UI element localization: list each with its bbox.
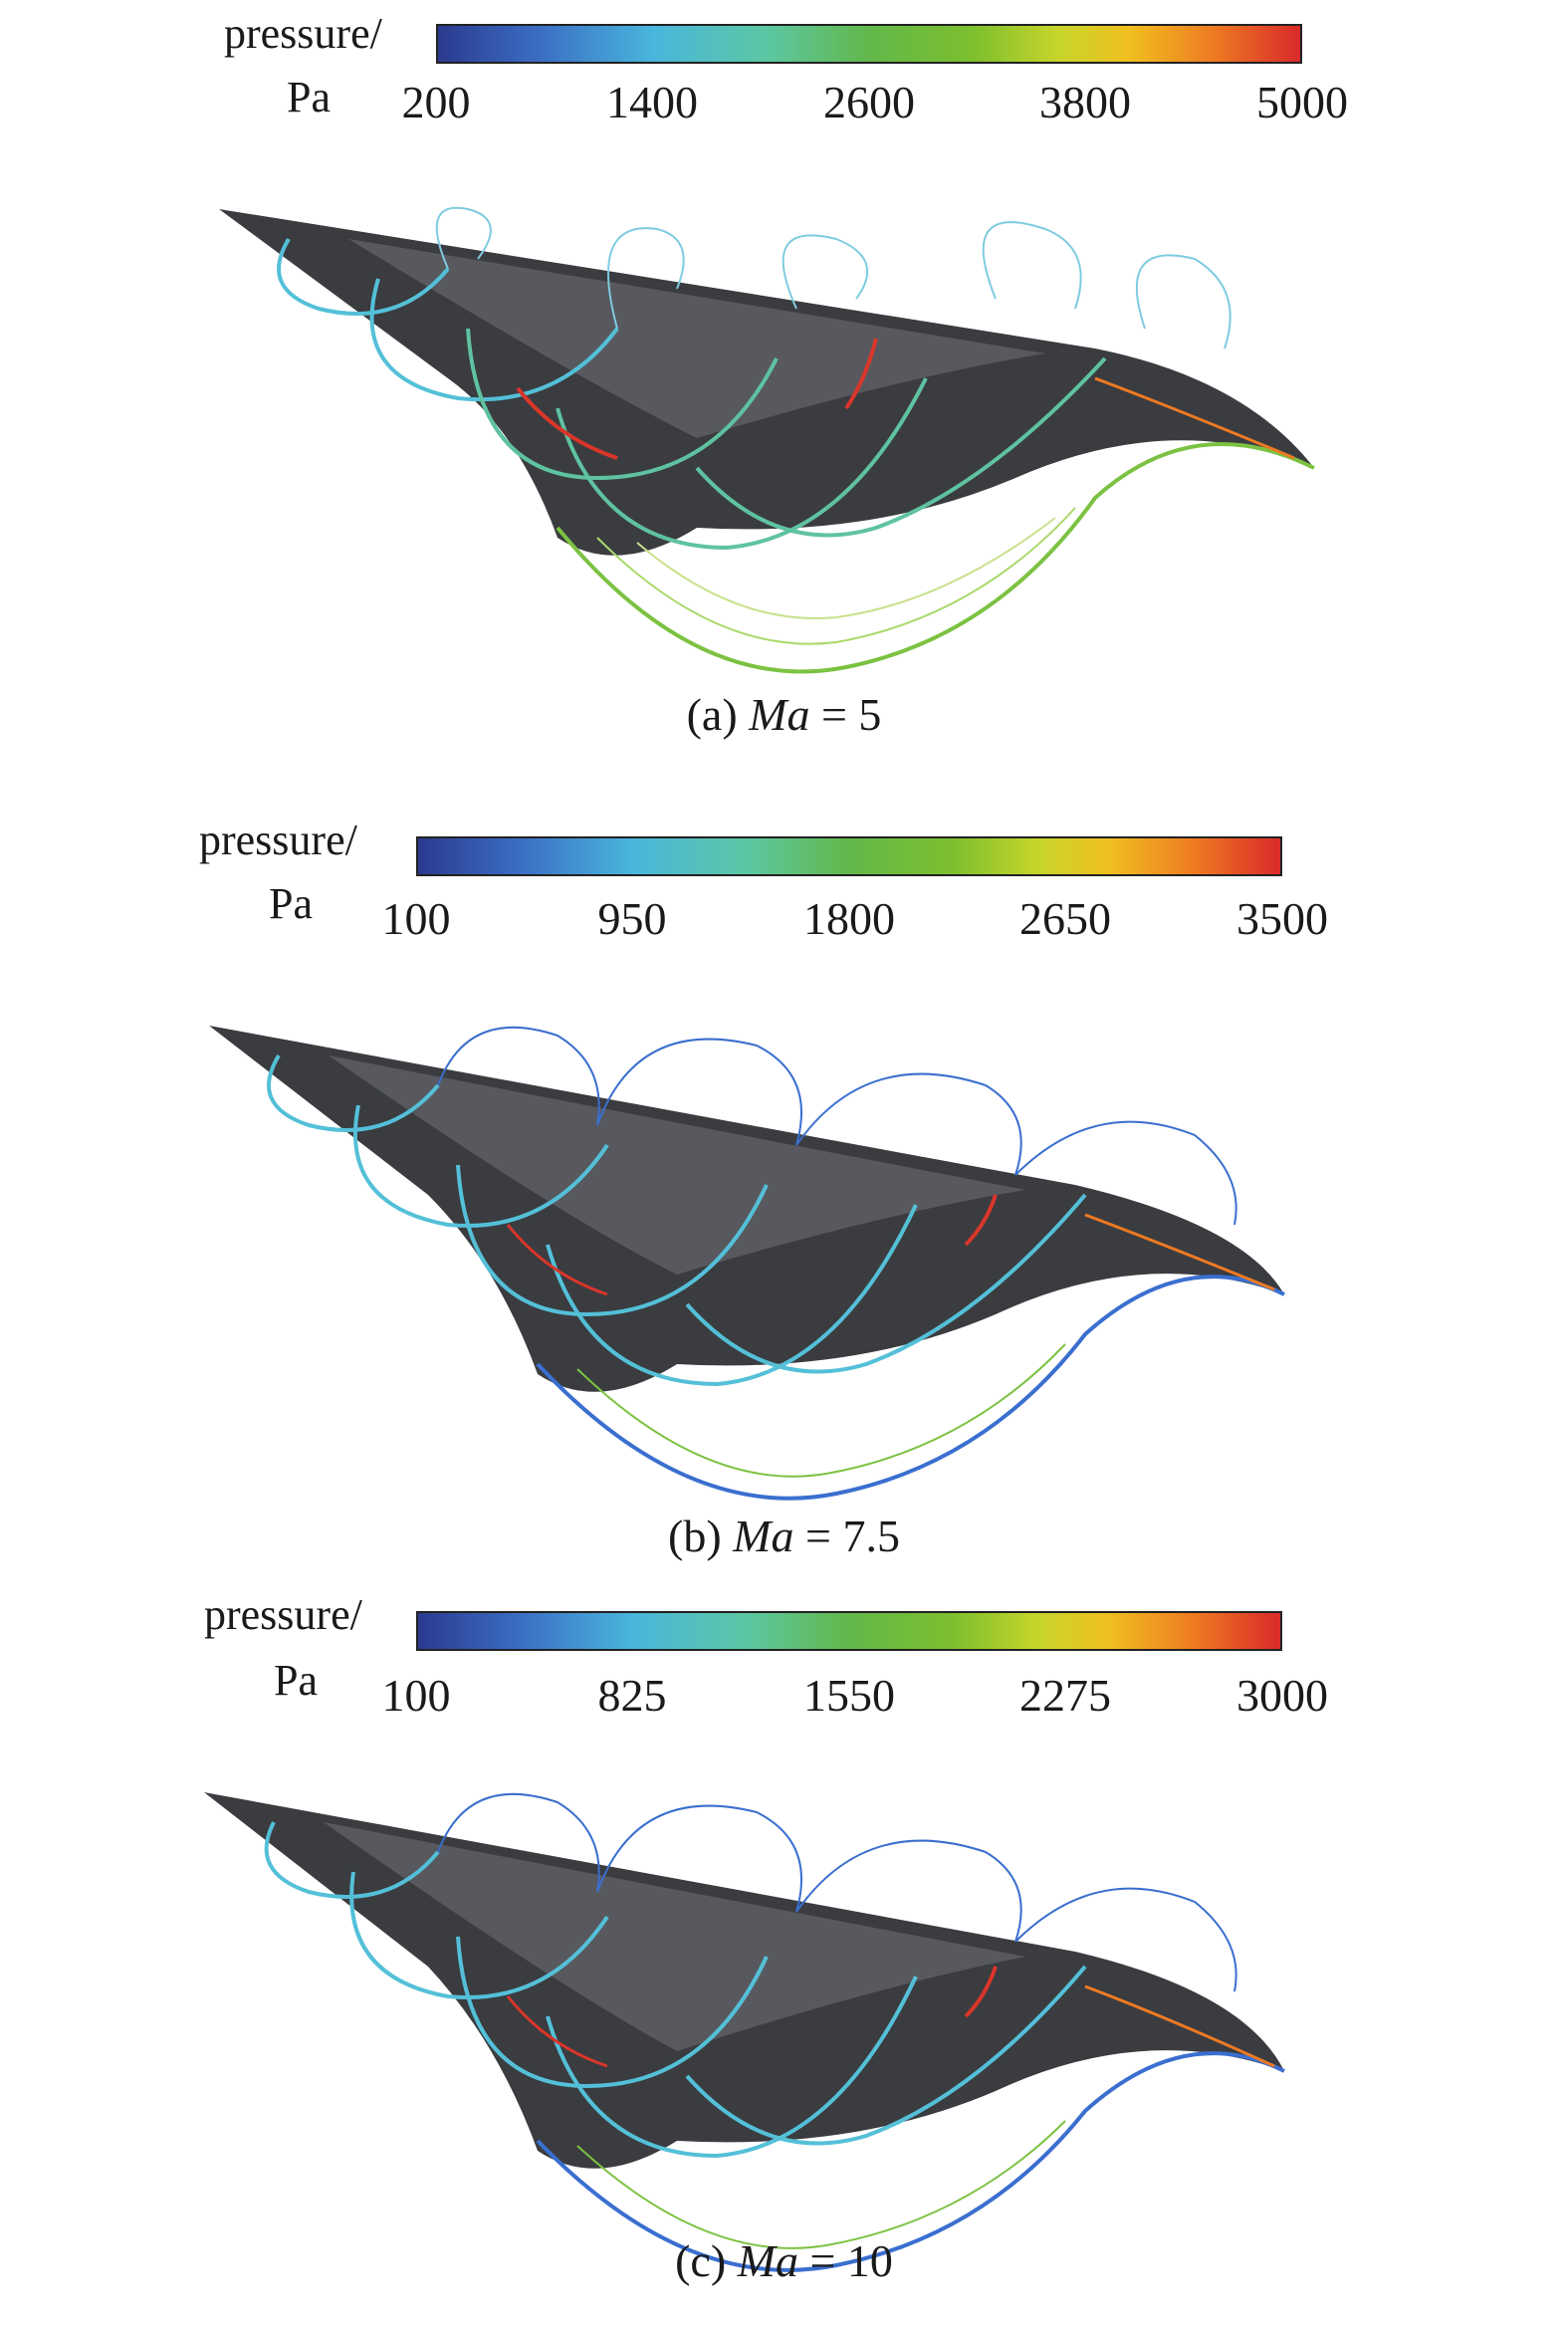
colorbar-tick: 950	[597, 893, 667, 944]
vortex-contour	[1135, 254, 1232, 350]
lower-surface-contour	[596, 507, 1076, 645]
panel-a: pressure/ Pa 200 1400 2600 3800 5000 (a)…	[0, 0, 1568, 757]
colorbar-tick: 100	[381, 1670, 451, 1721]
colorbar-unit-bottom: Pa	[274, 1656, 318, 1705]
body-highlight	[329, 1055, 1025, 1275]
vortex-contour	[607, 227, 685, 330]
high-pressure-contour	[964, 1194, 998, 1247]
colorbar-unit-top: pressure/	[224, 9, 382, 58]
shock-contour	[685, 1965, 1087, 2146]
high-pressure-contour	[844, 338, 878, 410]
lower-surface-contour	[576, 1343, 1066, 1478]
shock-contour	[546, 1976, 918, 2159]
colorbar-unit-bottom: Pa	[287, 73, 331, 121]
high-pressure-contour	[1094, 376, 1295, 460]
lower-surface-contour	[576, 2120, 1066, 2249]
colorbar	[416, 836, 1282, 876]
vortex-contour	[795, 1839, 1022, 1943]
high-pressure-contour	[506, 1995, 608, 2068]
high-pressure-contour	[516, 386, 618, 460]
lower-surface-contour	[636, 517, 1056, 620]
lower-surface-contour	[536, 1275, 1285, 1501]
shock-contour	[456, 1164, 769, 1317]
caption-c: (c) Ma = 10	[675, 2235, 893, 2286]
vortex-contour	[596, 1038, 802, 1146]
vortex-contour	[437, 1026, 600, 1126]
colorbar-tick: 200	[401, 77, 471, 127]
waverider-visualization	[209, 1026, 1285, 1501]
colorbar-tick: 1400	[606, 77, 698, 127]
vortex-contour	[596, 1804, 802, 1913]
vortex-contour	[437, 1792, 600, 1893]
panel-b: pressure/ Pa 100 950 1800 2650 3500 (b) …	[0, 797, 1568, 1559]
colorbar-tick: 2600	[823, 77, 915, 127]
colorbar-tick: 5000	[1256, 77, 1348, 127]
shock-contour	[369, 278, 619, 402]
colorbar-tick: 3500	[1236, 893, 1328, 944]
shock-contour	[466, 328, 779, 481]
colorbar	[416, 1611, 1282, 1651]
high-pressure-contour	[1084, 1213, 1275, 1291]
body-highlight	[324, 1822, 1025, 2051]
colorbar-tick: 3000	[1236, 1670, 1328, 1721]
vortex-contour	[1014, 1120, 1237, 1226]
shock-contour	[695, 356, 1107, 538]
shock-contour	[352, 1104, 609, 1228]
panel-c: pressure/ Pa 100 825 1550 2275 3000 (c) …	[0, 1573, 1568, 2292]
caption-b: (b) Ma = 7.5	[668, 1511, 900, 1561]
shock-contour	[277, 237, 450, 316]
caption-a: (a) Ma = 5	[686, 689, 882, 740]
vortex-contour	[782, 234, 869, 310]
vortex-contour	[435, 206, 492, 270]
shock-contour	[685, 1193, 1087, 1374]
shock-contour	[556, 377, 928, 551]
shock-contour	[267, 1053, 440, 1132]
waverider-visualization	[219, 206, 1315, 674]
lower-surface-contour	[556, 442, 1315, 674]
high-pressure-contour	[1084, 1984, 1275, 2068]
colorbar-tick: 100	[381, 893, 451, 944]
shock-contour	[546, 1204, 918, 1387]
colorbar-tick: 2650	[1019, 893, 1111, 944]
colorbar-tick: 3800	[1039, 77, 1131, 127]
lower-surface-contour	[536, 2051, 1285, 2272]
body-highlight	[348, 239, 1045, 438]
high-pressure-contour	[964, 1966, 998, 2018]
vortex-contour	[1014, 1887, 1237, 1992]
shock-contour	[264, 1821, 440, 1899]
colorbar-tick: 1550	[803, 1670, 895, 1721]
shock-contour	[349, 1871, 609, 1999]
colorbar-unit-top: pressure/	[199, 816, 357, 864]
vortex-contour	[982, 221, 1082, 310]
colorbar-tick: 825	[597, 1670, 667, 1721]
waverider-visualization	[204, 1792, 1285, 2272]
vortex-contour	[795, 1072, 1022, 1176]
colorbar-unit-bottom: Pa	[269, 879, 313, 928]
high-pressure-contour	[506, 1224, 608, 1296]
colorbar	[436, 24, 1302, 64]
colorbar-tick: 2275	[1019, 1670, 1111, 1721]
colorbar-unit-top: pressure/	[204, 1590, 362, 1639]
shock-contour	[456, 1936, 769, 2089]
colorbar-tick: 1800	[803, 893, 895, 944]
